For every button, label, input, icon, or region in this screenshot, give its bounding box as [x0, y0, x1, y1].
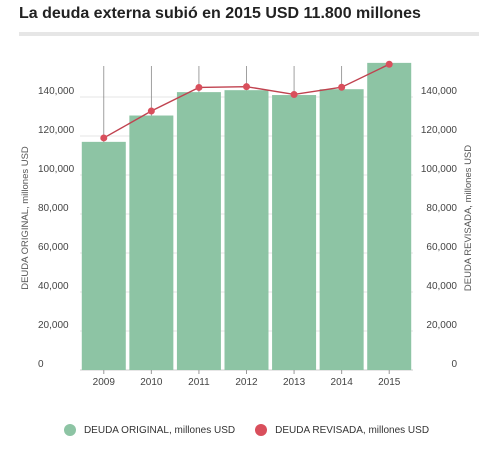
y2-tick-label: 60,000	[426, 242, 457, 253]
point-2015	[385, 60, 393, 68]
y-tick-label: 40,000	[38, 281, 69, 292]
y2-tick-label: 0	[451, 359, 457, 370]
bars	[81, 62, 412, 371]
x-axis-ticks: 2009 2010 2011 2012 2013 2014 2015	[93, 370, 401, 388]
y-tick-label: 60,000	[38, 242, 69, 253]
y-tick-label: 20,000	[38, 320, 69, 331]
legend-swatch-original	[63, 424, 76, 436]
legend-item-revised: DEUDA REVISADA, millones USD	[255, 424, 429, 436]
legend-item-original: DEUDA ORIGINAL, millones USD	[63, 424, 236, 436]
bar-2009	[81, 141, 126, 370]
bar-2010	[129, 115, 174, 371]
x-tick-label: 2010	[140, 377, 163, 388]
y2-tick-label: 20,000	[426, 320, 457, 331]
x-tick-label: 2015	[378, 377, 401, 388]
point-2012	[243, 83, 250, 91]
point-2010	[147, 107, 155, 115]
bar-2013	[272, 95, 317, 371]
bar-2011	[176, 92, 221, 370]
y-tick-label: 140,000	[38, 86, 75, 97]
y2-axis-label: DEUDA REVISADA, millones USD	[463, 145, 474, 291]
y-tick-label: 120,000	[38, 125, 75, 136]
y-tick-label: 100,000	[38, 164, 75, 175]
x-tick-label: 2013	[283, 377, 306, 388]
point-2011	[195, 83, 203, 91]
y2-tick-label: 100,000	[421, 164, 458, 175]
point-2009	[100, 134, 108, 142]
chart-title: La deuda externa subió en 2015 USD 11.80…	[19, 5, 421, 22]
x-tick-label: 2014	[331, 377, 354, 388]
bar-2014	[319, 89, 364, 370]
point-2014	[338, 83, 346, 91]
legend: DEUDA ORIGINAL, millones USD DEUDA REVIS…	[0, 424, 493, 436]
y2-tick-label: 40,000	[426, 281, 457, 292]
y-axis-ticks: 0 20,000 40,000 60,000 80,000 100,000 120,000 1…	[38, 86, 75, 370]
point-2013	[290, 90, 298, 98]
y-axis-label: DEUDA ORIGINAL, millones USD	[20, 146, 31, 290]
y2-tick-label: 80,000	[426, 203, 457, 214]
x-tick-label: 2012	[235, 377, 258, 388]
debt-chart: 0 20,000 40,000 60,000 80,000 100,000 120,000 1…	[20, 60, 474, 388]
x-tick-label: 2009	[93, 377, 116, 388]
bar-2015	[367, 62, 412, 370]
legend-label-revised: DEUDA REVISADA, millones USD	[275, 424, 430, 436]
revised-points	[100, 60, 393, 142]
y2-tick-label: 140,000	[421, 86, 458, 97]
y-tick-label: 0	[38, 359, 44, 370]
legend-swatch-revised	[255, 424, 268, 436]
y2-tick-label: 120,000	[421, 125, 458, 136]
legend-label-original: DEUDA ORIGINAL, millones USD	[83, 424, 236, 436]
x-tick-label: 2011	[188, 377, 210, 388]
title-divider	[19, 32, 479, 36]
bar-2012	[224, 90, 269, 371]
y-tick-label: 80,000	[38, 203, 69, 214]
y2-axis-ticks: 0 20,000 40,000 60,000 80,000 100,000 120,000 1…	[421, 86, 458, 370]
